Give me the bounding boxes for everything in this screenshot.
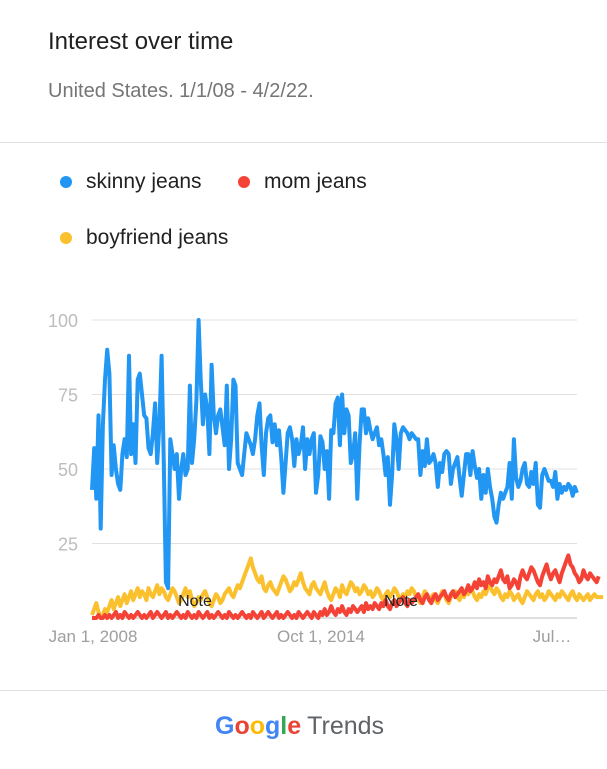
legend-label: boyfriend jeans — [86, 226, 229, 249]
google-trends-logo[interactable]: Google Trends — [215, 712, 384, 741]
series-line-mom-jeans — [92, 553, 601, 620]
legend-dot-icon — [60, 232, 72, 244]
line-chart: 25 50 75 100 Jan 1, 2008 Oct 1, 2014 Jul… Note N… — [48, 311, 604, 646]
google-wordmark: Google — [215, 712, 301, 741]
legend-item-skinny-jeans[interactable]: skinny jeans — [60, 170, 202, 194]
y-tick-label: 50 — [58, 460, 78, 480]
x-tick-label: Jan 1, 2008 — [49, 627, 138, 646]
logo-letter: o — [249, 712, 266, 740]
logo-letter: G — [215, 712, 235, 740]
logo-letter: o — [234, 712, 250, 740]
legend-item-mom-jeans[interactable]: mom jeans — [238, 170, 367, 194]
footer-divider — [0, 690, 607, 691]
x-tick-label: Oct 1, 2014 — [277, 627, 365, 646]
y-tick-label: 75 — [58, 386, 78, 406]
card-header: Interest over time United States. 1/1/08… — [0, 0, 607, 142]
chart-title: Interest over time — [48, 28, 234, 55]
series-line-boyfriend-jeans — [90, 556, 604, 620]
chart-subtitle: United States. 1/1/08 - 4/2/22. — [48, 80, 314, 102]
y-tick-label: 25 — [58, 535, 78, 555]
series-line-skinny-jeans — [90, 318, 579, 591]
y-tick-label: 100 — [48, 311, 78, 331]
legend-dot-icon — [60, 176, 72, 188]
footer: Google Trends — [0, 690, 607, 769]
note-marker[interactable]: Note — [384, 593, 418, 610]
x-tick-label: Jul… — [533, 627, 572, 646]
legend-item-boyfriend-jeans[interactable]: boyfriend jeans — [60, 226, 228, 250]
legend-label: mom jeans — [264, 170, 367, 193]
note-marker[interactable]: Note — [178, 593, 212, 610]
trends-wordmark: Trends — [307, 712, 385, 740]
logo-letter: l — [280, 712, 288, 740]
header-divider — [0, 142, 607, 143]
logo-letter: g — [265, 712, 281, 740]
logo-letter: e — [287, 712, 302, 740]
legend-dot-icon — [238, 176, 250, 188]
legend-label: skinny jeans — [86, 170, 202, 193]
